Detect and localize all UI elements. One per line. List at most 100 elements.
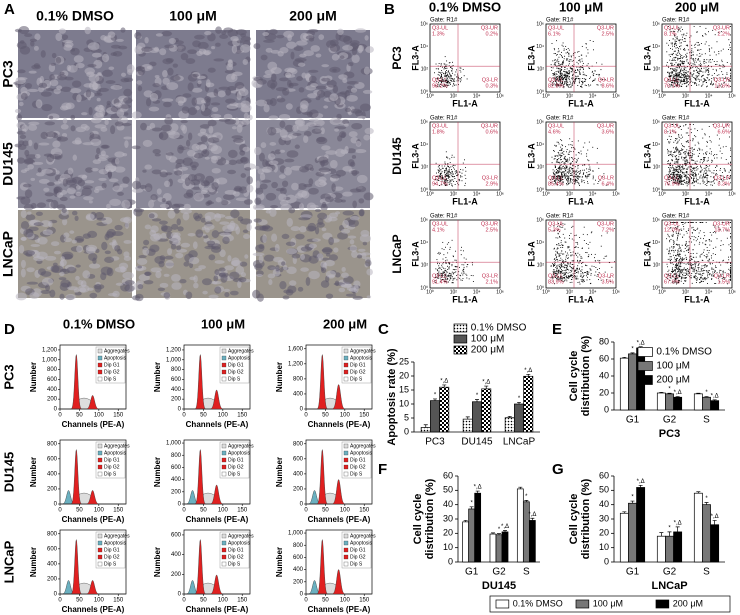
event-dot xyxy=(576,177,578,179)
event-dot xyxy=(710,176,712,178)
event-dot xyxy=(679,177,681,179)
event-dot xyxy=(445,76,447,78)
cell xyxy=(180,53,189,61)
event-dot xyxy=(559,268,561,270)
cell xyxy=(99,108,106,117)
cell xyxy=(190,186,202,190)
event-dot xyxy=(694,44,696,46)
event-dot xyxy=(577,63,579,65)
event-dot xyxy=(584,79,586,81)
event-dot xyxy=(686,169,688,171)
event-dot xyxy=(588,168,590,170)
event-dot xyxy=(441,276,443,278)
event-dot xyxy=(685,162,687,164)
event-dot xyxy=(553,248,555,250)
cell xyxy=(72,154,78,161)
event-dot xyxy=(574,83,576,85)
event-dot xyxy=(454,272,456,274)
event-dot xyxy=(675,147,677,149)
event-dot xyxy=(456,172,458,173)
event-dot xyxy=(567,74,569,76)
event-dot xyxy=(669,72,671,74)
cell xyxy=(75,62,85,69)
event-dot xyxy=(682,36,684,38)
event-dot xyxy=(441,275,443,277)
event-dot xyxy=(678,80,680,82)
event-dot xyxy=(449,74,451,76)
event-dot xyxy=(569,72,571,74)
cell xyxy=(40,131,48,140)
event-dot xyxy=(569,166,571,168)
cell xyxy=(252,203,265,211)
event-dot xyxy=(442,176,443,178)
event-dot xyxy=(706,177,708,179)
event-dot xyxy=(715,54,717,56)
event-dot xyxy=(452,65,454,66)
event-dot xyxy=(672,54,674,56)
event-dot xyxy=(683,49,685,51)
event-dot xyxy=(668,135,670,137)
event-dot xyxy=(697,130,698,132)
event-dot xyxy=(716,165,718,167)
event-dot xyxy=(558,65,560,67)
event-dot xyxy=(554,59,556,61)
cell xyxy=(286,150,299,158)
event-dot xyxy=(582,279,584,281)
event-dot xyxy=(567,275,569,277)
event-dot xyxy=(566,252,568,254)
event-dot xyxy=(688,155,690,157)
event-dot xyxy=(571,267,572,269)
event-dot xyxy=(725,145,727,147)
event-dot xyxy=(559,237,561,238)
event-dot xyxy=(716,74,718,76)
cell xyxy=(287,285,297,294)
event-dot xyxy=(446,67,448,69)
event-dot xyxy=(581,266,583,268)
cell xyxy=(106,203,111,209)
event-dot xyxy=(666,62,668,63)
event-dot xyxy=(713,155,715,157)
event-dot xyxy=(577,75,579,77)
event-dot xyxy=(581,78,583,79)
event-dot xyxy=(671,65,672,67)
event-dot xyxy=(693,179,694,181)
event-dot xyxy=(677,39,679,41)
event-dot xyxy=(695,76,697,78)
event-dot xyxy=(557,68,559,70)
event-dot xyxy=(438,177,440,179)
event-dot xyxy=(568,277,570,279)
cell xyxy=(88,200,93,204)
event-dot xyxy=(574,278,576,280)
event-dot xyxy=(557,247,559,249)
event-dot xyxy=(565,260,567,262)
event-dot xyxy=(683,61,685,63)
event-dot xyxy=(588,171,590,173)
event-dot xyxy=(681,156,683,158)
event-dot xyxy=(559,264,561,266)
event-dot xyxy=(676,69,678,71)
cell xyxy=(56,136,69,142)
event-dot xyxy=(693,26,695,27)
event-dot xyxy=(727,175,728,177)
event-dot xyxy=(686,55,688,57)
event-dot xyxy=(557,225,559,227)
event-dot xyxy=(581,181,583,183)
cell xyxy=(44,192,55,197)
event-dot xyxy=(594,179,596,181)
event-dot xyxy=(701,76,703,78)
event-dot xyxy=(560,171,562,173)
cell xyxy=(159,48,167,56)
event-dot xyxy=(442,258,444,260)
event-dot xyxy=(669,169,671,171)
event-dot xyxy=(556,256,558,258)
cell xyxy=(52,140,61,148)
event-dot xyxy=(682,57,683,59)
event-dot xyxy=(676,54,678,56)
event-dot xyxy=(560,146,562,148)
event-dot xyxy=(570,179,572,181)
event-dot xyxy=(695,57,697,59)
event-dot xyxy=(574,170,576,172)
event-dot xyxy=(564,176,566,178)
event-dot xyxy=(452,279,454,281)
event-dot xyxy=(675,169,677,171)
